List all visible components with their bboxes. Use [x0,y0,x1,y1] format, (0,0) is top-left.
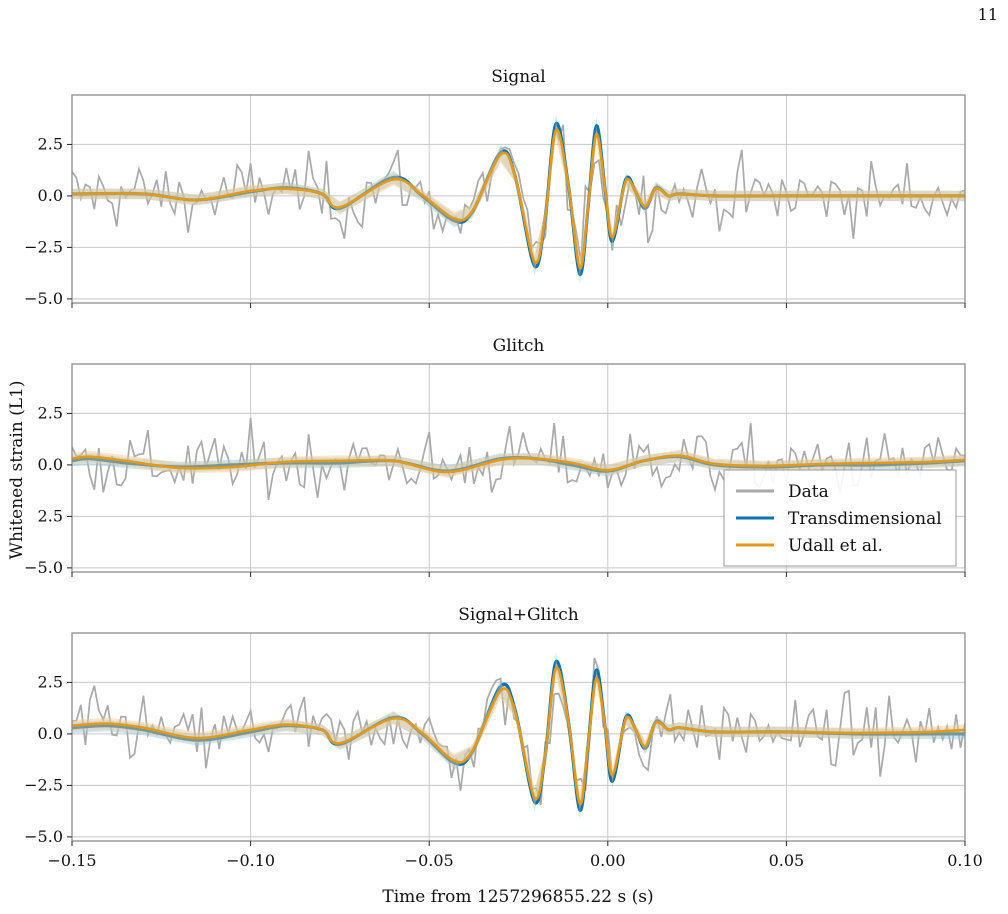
y-tick-label: 0.0 [38,724,63,743]
plot-frame [71,363,966,573]
credible-band [72,449,965,478]
series-line [71,666,966,806]
legend: Data Transdimensional Udall et al. [723,469,957,567]
panel-1: 2.5 0.0 −2.5 −5.0 Signal [24,67,966,308]
y-tick-label: 2.5 [38,403,63,422]
panel-3: −0.15 −0.10 −0.05 0.00 0.05 0.10 2.5 0.0 −2.5 −5.… [24,605,983,870]
panel-title: Glitch [493,336,545,356]
y-tick-label: 0.0 [38,455,63,474]
legend-label: Data [788,482,829,502]
series-line [71,454,966,474]
credible-band [72,658,965,814]
x-tick-label: −0.10 [226,851,275,870]
panel-title: Signal [491,67,546,87]
x-tick-label: −0.05 [405,851,454,870]
data-trace [71,418,966,501]
page-number: 11 [978,5,998,24]
data-trace [71,124,966,263]
panel-title: Signal+Glitch [458,605,579,625]
y-tick-label: 2.5 [38,134,63,153]
y-tick-label: 0.0 [38,186,63,205]
plot-frame [71,632,966,842]
x-tick-label: 0.10 [947,851,983,870]
credible-band [72,120,965,278]
y-tick-label: 2.5 [38,672,63,691]
legend-label: Udall et al. [788,536,883,556]
y-tick-label: −2.5 [24,775,63,794]
series-line [71,128,965,270]
panels: 2.5 0.0 −2.5 −5.0 Signal 2.5 0.0 2.5 −5.0 Glitch −… [24,67,983,870]
y-axis-label: Whitened strain (L1) [7,380,27,559]
y-tick-label: −5.0 [24,827,63,846]
plot-frame [71,94,966,304]
y-tick-label: −2.5 [24,237,63,256]
y-tick-label: 2.5 [38,506,63,525]
credible-band [72,652,965,820]
y-tick-label: −5.0 [24,558,63,577]
credible-band [72,114,965,285]
x-tick-label: −0.15 [47,851,96,870]
x-tick-label: 0.00 [590,851,626,870]
x-axis-label: Time from 1257296855.22 s (s) [382,887,653,907]
x-tick-label: 0.05 [769,851,805,870]
y-tick-label: −5.0 [24,289,63,308]
legend-label: Transdimensional [788,509,942,529]
